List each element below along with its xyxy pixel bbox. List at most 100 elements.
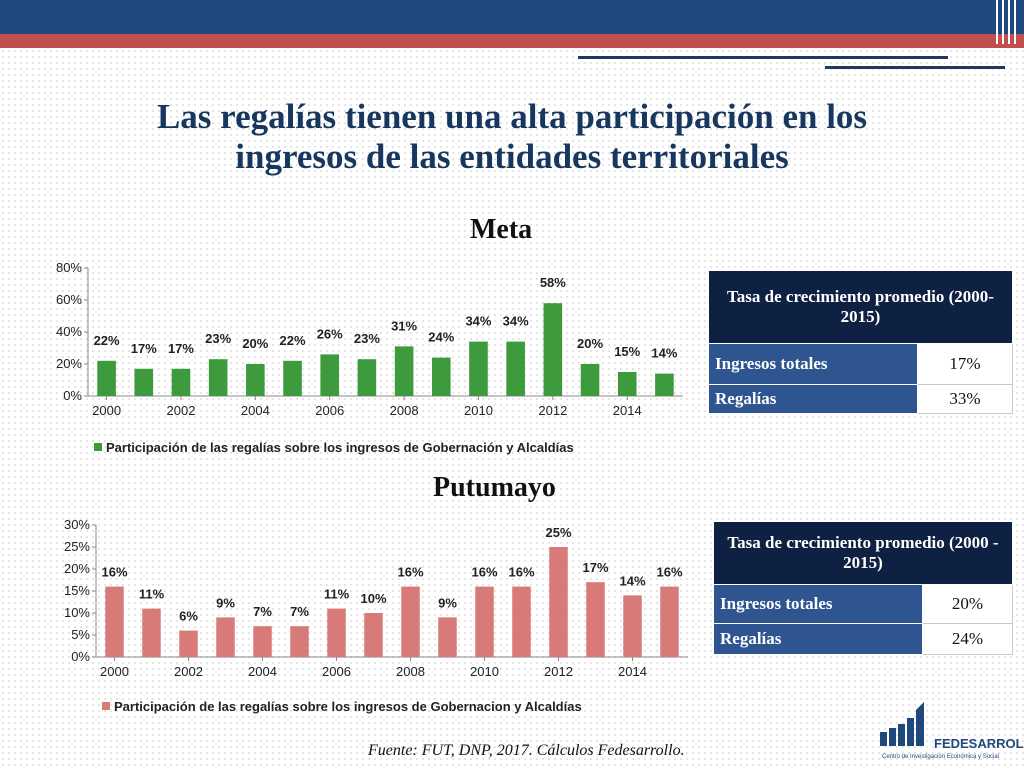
putumayo-y-tick-label: 20% bbox=[64, 561, 90, 576]
putumayo-data-label: 16% bbox=[397, 565, 423, 580]
meta-data-label: 22% bbox=[94, 333, 120, 348]
fedesarrollo-logo: FEDESARROLLO Centro de Investigación Eco… bbox=[878, 702, 1024, 764]
meta-y-tick-label: 0% bbox=[63, 388, 82, 403]
meta-bar bbox=[469, 341, 488, 396]
putumayo-data-label: 14% bbox=[619, 573, 645, 588]
putumayo-data-label: 16% bbox=[508, 565, 534, 580]
putumayo-row-label: Regalías bbox=[713, 623, 923, 655]
putumayo-data-label: 25% bbox=[545, 525, 571, 540]
putumayo-y-tick-label: 15% bbox=[64, 583, 90, 598]
slide-title-line2: ingresos de las entidades territoriales bbox=[235, 137, 789, 176]
putumayo-bar bbox=[623, 595, 642, 657]
putumayo-y-tick-label: 30% bbox=[64, 517, 90, 532]
putumayo-bar bbox=[290, 626, 309, 657]
meta-bar bbox=[171, 368, 191, 396]
putumayo-bar bbox=[475, 586, 494, 657]
putumayo-bar bbox=[179, 630, 198, 657]
putumayo-x-tick-label: 2004 bbox=[248, 664, 277, 679]
meta-bar bbox=[320, 354, 340, 396]
putumayo-bar bbox=[364, 613, 383, 657]
slide-title: Las regalías tienen una alta participaci… bbox=[0, 97, 1024, 177]
meta-x-tick-label: 2004 bbox=[241, 403, 270, 418]
meta-bar bbox=[580, 364, 600, 396]
putumayo-bar bbox=[401, 586, 420, 657]
putumayo-bar bbox=[438, 617, 457, 657]
meta-row-value: 17% bbox=[917, 343, 1013, 385]
meta-bar bbox=[357, 359, 377, 396]
meta-data-label: 20% bbox=[577, 336, 603, 351]
putumayo-bar bbox=[512, 586, 531, 657]
meta-legend-label: Participación de las regalías sobre los … bbox=[106, 440, 574, 455]
meta-chart-title: Meta bbox=[470, 214, 533, 245]
meta-growth-table: Tasa de crecimiento promedio (2000-2015)… bbox=[708, 270, 1013, 414]
putumayo-chart-title: Putumayo bbox=[433, 472, 556, 503]
meta-data-label: 17% bbox=[131, 341, 157, 356]
meta-bar bbox=[394, 346, 414, 396]
meta-data-label: 15% bbox=[614, 344, 640, 359]
meta-x-tick-label: 2014 bbox=[613, 403, 642, 418]
header-accent-band bbox=[0, 34, 1024, 48]
putumayo-bar bbox=[327, 608, 346, 657]
logo-subtitle: Centro de Investigación Económica y Soci… bbox=[882, 754, 1000, 760]
putumayo-bar bbox=[253, 626, 272, 657]
putumayo-data-label: 11% bbox=[139, 587, 165, 602]
putumayo-y-tick-label: 5% bbox=[71, 627, 90, 642]
meta-x-tick-label: 2010 bbox=[464, 403, 493, 418]
putumayo-bar bbox=[660, 586, 679, 657]
meta-data-label: 17% bbox=[168, 341, 194, 356]
putumayo-row-value: 24% bbox=[922, 623, 1013, 655]
slide-title-line1: Las regalías tienen una alta participaci… bbox=[156, 97, 868, 136]
putumayo-y-tick-label: 25% bbox=[64, 539, 90, 554]
meta-data-label: 22% bbox=[280, 333, 306, 348]
putumayo-legend-swatch bbox=[102, 702, 110, 710]
meta-data-label: 23% bbox=[354, 331, 380, 346]
putumayo-bar bbox=[105, 586, 124, 657]
meta-data-label: 14% bbox=[651, 346, 677, 361]
meta-legend-swatch bbox=[94, 443, 102, 451]
meta-bar bbox=[283, 360, 302, 396]
meta-bar bbox=[97, 360, 116, 396]
decorative-line bbox=[825, 66, 1005, 69]
meta-x-tick-label: 2002 bbox=[167, 403, 196, 418]
meta-x-tick-label: 2012 bbox=[538, 403, 567, 418]
meta-data-label: 20% bbox=[242, 336, 268, 351]
putumayo-data-label: 9% bbox=[216, 595, 235, 610]
putumayo-bar bbox=[216, 617, 235, 657]
meta-bar bbox=[655, 373, 674, 396]
putumayo-data-label: 9% bbox=[438, 595, 457, 610]
putumayo-legend-label: Participación de las regalías sobre los … bbox=[114, 699, 582, 714]
meta-data-label: 34% bbox=[465, 314, 491, 329]
meta-row-label: Regalías bbox=[708, 384, 918, 414]
putumayo-row-value: 20% bbox=[922, 584, 1013, 624]
putumayo-bar bbox=[142, 608, 161, 657]
putumayo-data-label: 16% bbox=[471, 565, 497, 580]
putumayo-bar bbox=[549, 547, 568, 657]
meta-bar bbox=[246, 364, 265, 396]
logo-bars-icon bbox=[880, 702, 924, 746]
putumayo-x-tick-label: 2008 bbox=[396, 664, 425, 679]
meta-y-tick-label: 40% bbox=[56, 324, 82, 339]
putumayo-data-label: 7% bbox=[290, 604, 309, 619]
putumayo-data-label: 16% bbox=[656, 565, 682, 580]
meta-y-tick-label: 60% bbox=[56, 292, 82, 307]
meta-data-label: 34% bbox=[503, 314, 529, 329]
meta-row-label: Ingresos totales bbox=[708, 343, 918, 385]
meta-data-label: 58% bbox=[540, 275, 566, 290]
putumayo-data-label: 17% bbox=[582, 560, 608, 575]
meta-data-label: 24% bbox=[428, 330, 454, 345]
putumayo-x-tick-label: 2012 bbox=[544, 664, 573, 679]
meta-data-label: 26% bbox=[317, 326, 343, 341]
header-decoration bbox=[990, 0, 1024, 48]
meta-bar-chart: 0% 20% 40% 60% 80% 22% 17% 17% 23% 20% 22% 26% 23% 31… bbox=[56, 260, 683, 455]
meta-table-header: Tasa de crecimiento promedio (2000-2015) bbox=[708, 270, 1013, 344]
putumayo-data-label: 11% bbox=[324, 587, 350, 602]
source-note: Fuente: FUT, DNP, 2017. Cálculos Fedesar… bbox=[368, 742, 685, 759]
putumayo-y-tick-label: 10% bbox=[64, 605, 90, 620]
meta-bar bbox=[134, 368, 154, 396]
decorative-line bbox=[578, 56, 948, 59]
meta-bar bbox=[431, 357, 451, 396]
meta-row-value: 33% bbox=[917, 384, 1013, 414]
meta-x-tick-label: 2000 bbox=[92, 403, 121, 418]
meta-x-tick-label: 2006 bbox=[315, 403, 344, 418]
putumayo-data-label: 16% bbox=[101, 565, 127, 580]
